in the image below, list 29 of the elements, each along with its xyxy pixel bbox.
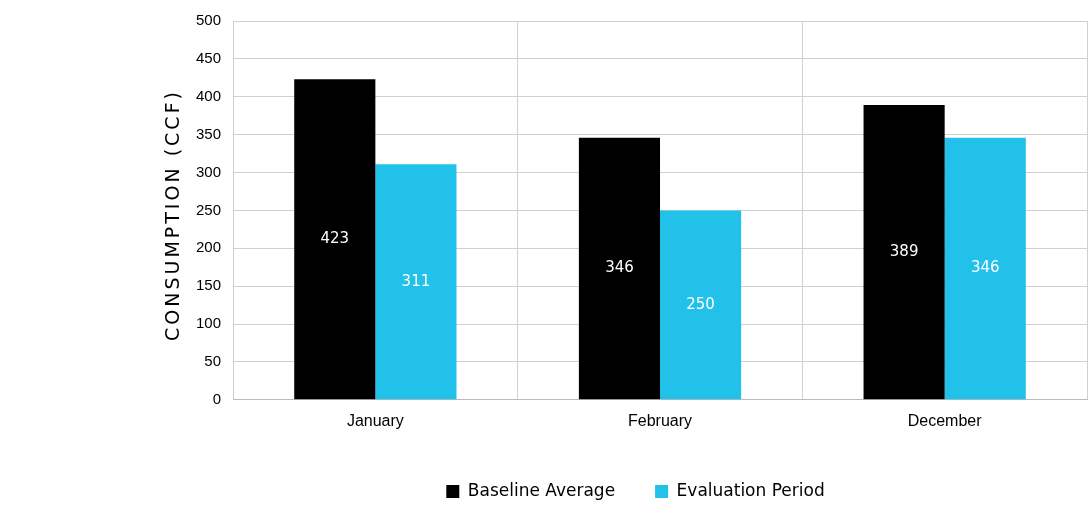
y-tick-label: 200 bbox=[196, 238, 222, 256]
y-tick-label: 250 bbox=[196, 200, 222, 218]
y-tick-label: 0 bbox=[212, 389, 222, 407]
y-tick-label: 150 bbox=[196, 276, 222, 294]
data-label: 346 bbox=[605, 258, 634, 277]
bar bbox=[578, 137, 661, 400]
data-label: 250 bbox=[686, 294, 715, 313]
data-label: 389 bbox=[889, 242, 919, 261]
data-label: 346 bbox=[970, 258, 1000, 277]
x-tick-label: December bbox=[907, 411, 983, 429]
y-tick-label: 300 bbox=[196, 162, 222, 180]
y-axis-title: CONSUMPTION (CCF) bbox=[161, 89, 183, 341]
y-tick-label: 400 bbox=[196, 86, 222, 104]
bar bbox=[944, 137, 1026, 400]
bar bbox=[375, 164, 457, 400]
y-tick-label: 450 bbox=[196, 49, 222, 67]
bar bbox=[660, 210, 742, 400]
legend-label: Baseline Average bbox=[467, 479, 616, 500]
legend-label: Evaluation Period bbox=[676, 479, 825, 500]
y-tick-label: 350 bbox=[196, 124, 222, 142]
x-tick-label: January bbox=[346, 411, 404, 429]
bar bbox=[294, 79, 376, 400]
data-label: 311 bbox=[401, 271, 431, 290]
bar bbox=[863, 105, 945, 400]
x-tick-label: February bbox=[628, 411, 693, 429]
data-label: 423 bbox=[320, 229, 350, 248]
y-tick-label: 50 bbox=[204, 352, 222, 370]
y-tick-label: 100 bbox=[196, 314, 222, 332]
y-tick-label: 500 bbox=[196, 11, 222, 29]
